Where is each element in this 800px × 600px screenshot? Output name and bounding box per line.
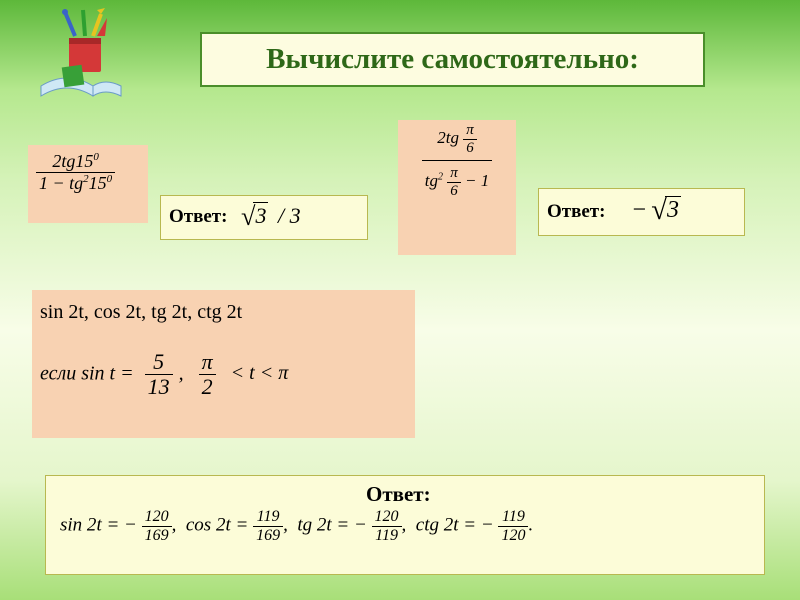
problem-1-box: 2tg150 1 − tg2150 — [28, 145, 148, 223]
answer-1-box: Ответ: √3 / 3 — [160, 195, 368, 240]
problem-3-box: sin 2t, cos 2t, tg 2t, ctg 2t если sin t… — [32, 290, 415, 438]
problem-2-box: 2tg π6 tg2 π6 − 1 — [398, 120, 516, 255]
answer-2-value: −√3 — [631, 194, 681, 227]
problem-3-line2-prefix: если sin t = — [40, 362, 134, 384]
answer-2-label: Ответ: — [547, 201, 605, 223]
clipart-pencil-cup — [35, 8, 127, 103]
answer-2-box: Ответ: −√3 — [538, 188, 745, 236]
answer-3-values: sin 2t = − 120169, cos 2t = 119169, tg 2… — [60, 508, 533, 544]
title-text: Вычислите самостоятельно: — [266, 43, 639, 76]
answer-3-box: Ответ: sin 2t = − 120169, cos 2t = 11916… — [45, 475, 765, 575]
answer-3-label: Ответ: — [366, 482, 431, 507]
answer-1-label: Ответ: — [169, 206, 227, 228]
problem-3-line1: sin 2t, cos 2t, tg 2t, ctg 2t — [40, 296, 407, 328]
answer-1-value: √3 / 3 — [241, 201, 301, 232]
page-title: Вычислите самостоятельно: — [200, 32, 705, 87]
